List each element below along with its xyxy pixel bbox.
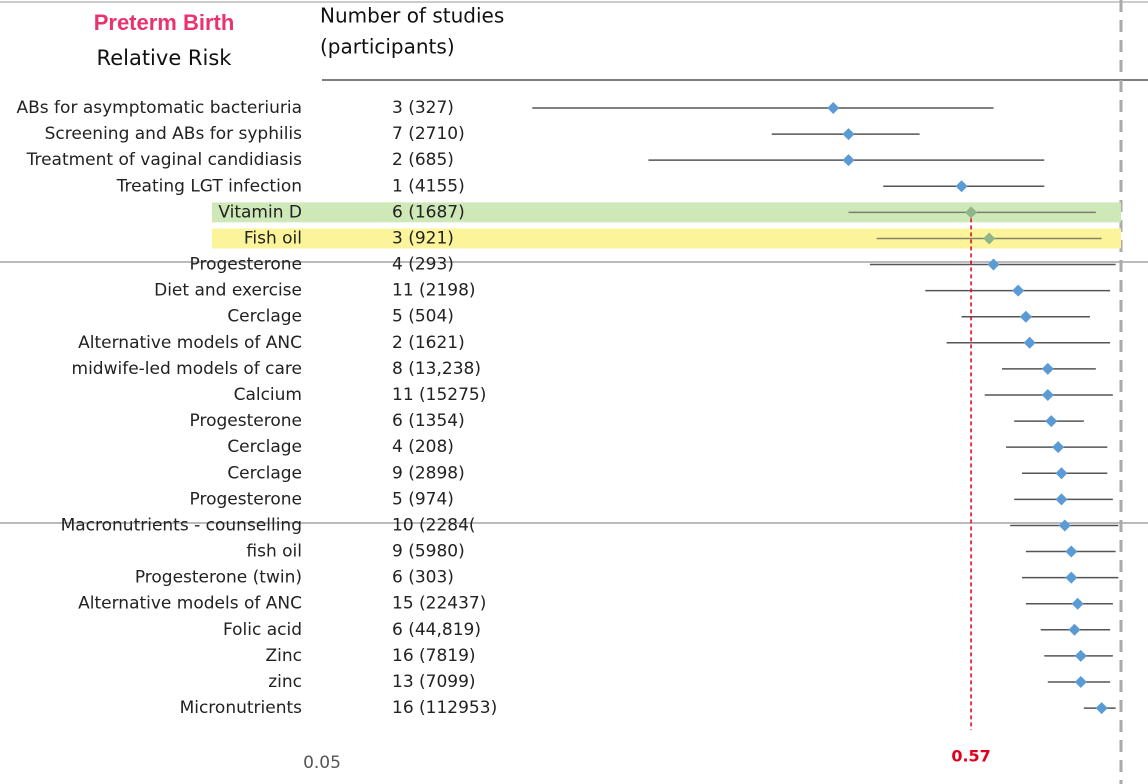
- study-count: 6 (1687): [392, 202, 465, 222]
- row-label: Screening and ABs for syphilis: [45, 124, 303, 144]
- study-count: 5 (504): [392, 307, 454, 327]
- study-count: 9 (2898): [392, 463, 465, 483]
- point-estimate: [965, 206, 978, 219]
- study-count: 4 (293): [392, 255, 454, 275]
- row-label: Vitamin D: [218, 202, 302, 222]
- point-estimate: [987, 258, 1000, 271]
- reference-label: 0.57: [951, 747, 990, 766]
- point-estimate: [1065, 571, 1078, 584]
- study-count: 4 (208): [392, 437, 454, 457]
- row-highlight: [212, 202, 1121, 223]
- study-count: 16 (7819): [392, 646, 476, 666]
- point-estimate: [1074, 649, 1087, 662]
- row-label: Treatment of vaginal candidiasis: [26, 150, 303, 170]
- row-label: Alternative models of ANC: [78, 594, 302, 614]
- study-count: 6 (303): [392, 568, 454, 588]
- point-estimate: [1052, 441, 1065, 454]
- point-estimate: [1041, 388, 1054, 401]
- study-count: 5 (974): [392, 489, 454, 509]
- point-estimate: [1041, 362, 1054, 375]
- study-count: 13 (7099): [392, 672, 476, 692]
- row-label: Zinc: [266, 646, 303, 666]
- row-label: Alternative models of ANC: [78, 333, 302, 353]
- study-count: 15 (22437): [392, 594, 486, 614]
- chart-subtitle: Relative Risk: [97, 46, 233, 70]
- row-label: Progesterone: [190, 411, 302, 431]
- row-label: zinc: [268, 672, 302, 692]
- row-label: Treating LGT infection: [116, 176, 302, 196]
- row-label: Calcium: [234, 385, 302, 405]
- study-count: 2 (685): [392, 150, 454, 170]
- point-estimate: [1045, 415, 1058, 428]
- point-estimate: [827, 102, 840, 114]
- study-count: 11 (2198): [392, 281, 476, 301]
- point-estimate: [1071, 597, 1084, 610]
- row-highlight: [212, 228, 1121, 249]
- study-count: 1 (4155): [392, 176, 465, 196]
- point-estimate: [1065, 545, 1078, 558]
- point-estimate: [842, 154, 855, 167]
- point-estimate: [955, 180, 968, 193]
- study-count: 3 (327): [392, 98, 454, 118]
- study-count: 7 (2710): [392, 124, 465, 144]
- row-label: Cerclage: [227, 437, 302, 457]
- row-label: Progesterone: [190, 489, 302, 509]
- column-header: Number of studies: [320, 4, 504, 28]
- point-estimate: [1095, 702, 1108, 715]
- point-estimate: [1055, 467, 1068, 480]
- study-count: 9 (5980): [392, 542, 465, 562]
- study-count: 11 (15275): [392, 385, 486, 405]
- study-count: 6 (1354): [392, 411, 465, 431]
- study-count: 2 (1621): [392, 333, 465, 353]
- point-estimate: [1012, 284, 1025, 297]
- row-label: Progesterone: [190, 255, 302, 275]
- study-count: 10 (2284(: [392, 515, 476, 535]
- row-label: Cerclage: [227, 463, 302, 483]
- study-count: 8 (13,238): [392, 359, 481, 379]
- column-header: (participants): [320, 35, 455, 59]
- chart-title: Preterm Birth: [94, 10, 235, 35]
- point-estimate: [1019, 310, 1032, 323]
- row-label: Folic acid: [223, 620, 302, 640]
- point-estimate: [1058, 519, 1071, 532]
- row-label: Fish oil: [244, 228, 302, 248]
- point-estimate: [1074, 675, 1087, 688]
- study-count: 3 (921): [392, 228, 454, 248]
- row-label: fish oil: [246, 542, 302, 562]
- study-count: 16 (112953): [392, 698, 497, 718]
- point-estimate: [1055, 493, 1068, 506]
- study-count: 6 (44,819): [392, 620, 481, 640]
- row-label: Diet and exercise: [154, 281, 302, 301]
- row-label: midwife-led models of care: [72, 359, 302, 379]
- row-label: Macronutrients - counselling: [61, 515, 302, 535]
- row-label: Micronutrients: [180, 698, 303, 718]
- point-estimate: [1023, 336, 1036, 349]
- x-tick-label: 0.05: [303, 753, 341, 773]
- point-estimate: [1068, 623, 1081, 636]
- row-label: ABs for asymptomatic bacteriuria: [17, 98, 303, 118]
- point-estimate: [983, 232, 996, 245]
- row-label: Progesterone (twin): [135, 568, 302, 588]
- point-estimate: [842, 128, 855, 141]
- row-label: Cerclage: [227, 307, 302, 327]
